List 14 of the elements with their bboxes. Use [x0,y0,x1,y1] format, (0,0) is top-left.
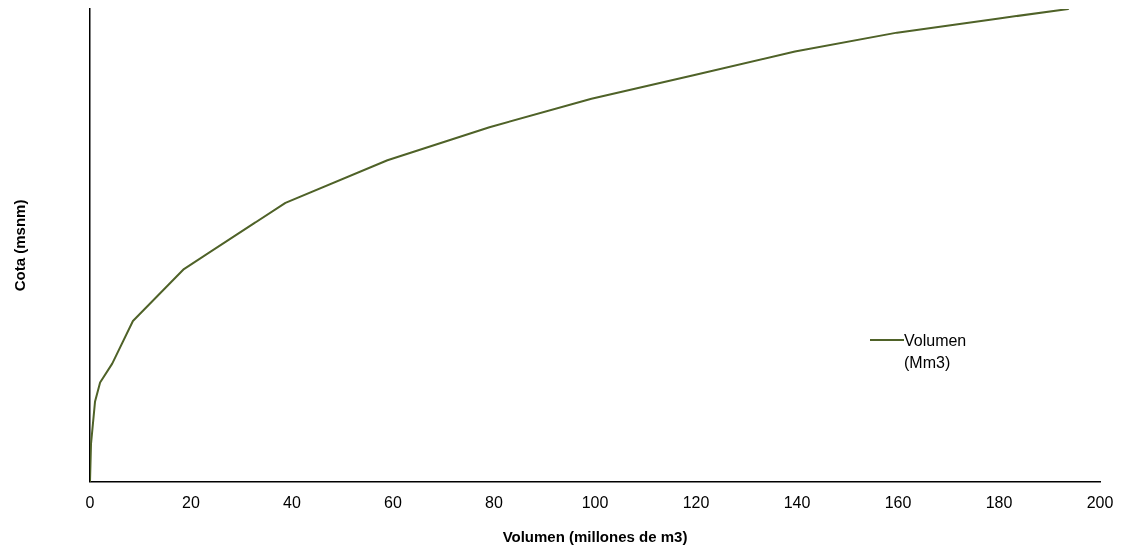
x-tick-label: 0 [85,493,95,511]
legend-label: Volumen (Mm3) [904,331,968,373]
x-tick-label: 120 [682,493,710,511]
x-axis-title: Volumen (millones de m3) [502,528,688,546]
x-tick-label: 100 [581,493,609,511]
x-tick-label: 180 [985,493,1013,511]
x-tick-label: 60 [384,493,402,511]
x-tick-label: 40 [283,493,301,511]
x-tick-label: 80 [485,493,503,511]
x-tick-label: 20 [182,493,200,511]
x-tick-label: 200 [1086,493,1114,511]
x-tick-label: 140 [783,493,811,511]
y-axis-title: Cota (msnm) [11,199,29,292]
x-tick-label: 160 [884,493,912,511]
